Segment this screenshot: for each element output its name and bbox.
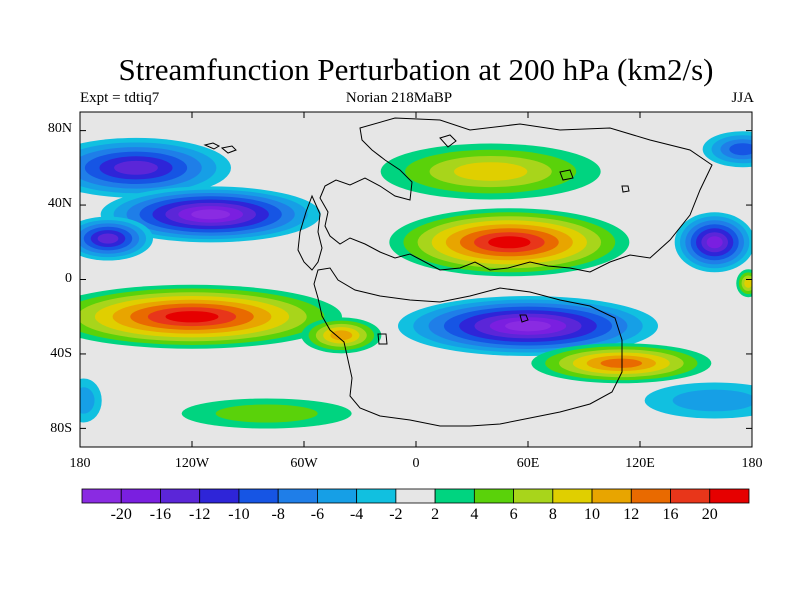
colorbar-box (670, 488, 711, 504)
season-label: JJA (731, 90, 754, 106)
contour-region (114, 160, 158, 175)
contour-region (600, 358, 643, 368)
colorbar-box (120, 488, 161, 504)
y-tick-80N: 80N (47, 121, 72, 136)
contour-region (454, 162, 528, 181)
y-tick-40S: 40S (50, 346, 72, 361)
contour-region (165, 311, 219, 323)
colorbar-label: -2 (389, 506, 403, 523)
colorbar-label: 10 (584, 506, 601, 523)
colorbar (81, 488, 750, 504)
contour-region (215, 404, 318, 423)
coastlines (203, 117, 713, 427)
colorbar-box (395, 488, 436, 504)
colorbar-box (473, 488, 514, 504)
colorbar-box (356, 488, 397, 504)
contour-region (191, 209, 231, 220)
plot-title: Streamfunction Perturbation at 200 hPa (… (118, 52, 714, 87)
x-tick-120e: 120E (625, 456, 655, 471)
island-1 (203, 142, 221, 150)
contour-region (330, 330, 353, 341)
colorbar-box (317, 488, 358, 504)
colorbar-label: -20 (110, 506, 132, 523)
contour-region (729, 143, 752, 156)
island-3 (439, 134, 457, 148)
contour-region (80, 387, 95, 414)
colorbar-label: -12 (189, 506, 211, 523)
colorbar-box (630, 488, 671, 504)
experiment-label: Expt = tdtiq7 (80, 90, 160, 106)
contour-region (97, 233, 119, 244)
colorbar-box (81, 488, 122, 504)
colorbar-label: -8 (271, 506, 285, 523)
colorbar-label: 12 (623, 506, 640, 523)
contour-region (706, 236, 723, 249)
colorbar-label: 2 (431, 506, 440, 523)
x-tick-120w: 120W (174, 456, 210, 471)
x-tick-180e: 180 (741, 456, 763, 471)
colorbar-box (434, 488, 475, 504)
y-tick-40N: 40N (47, 196, 72, 211)
x-tick-60e: 60E (516, 456, 540, 471)
island-4 (559, 169, 574, 181)
island-2 (220, 145, 237, 154)
gondwana-coastline (313, 267, 623, 427)
colorbar-box (552, 488, 593, 504)
colorbar-box (199, 488, 240, 504)
colorbar-label: 20 (701, 506, 718, 523)
contour-region (505, 320, 551, 332)
y-tick-0: 0 (65, 271, 72, 286)
x-tick-180w: 180 (69, 456, 91, 471)
period-label: Norian 218MaBP (345, 90, 453, 106)
colorbar-box (277, 488, 318, 504)
island-7 (377, 333, 388, 345)
colorbar-box (160, 488, 201, 504)
island-5 (621, 185, 630, 193)
contour-region (672, 389, 752, 412)
island-6 (519, 314, 529, 323)
colorbar-box (709, 488, 750, 504)
colorbar-label: 8 (548, 506, 557, 523)
colorbar-box (591, 488, 632, 504)
x-tick-60w: 60W (290, 456, 318, 471)
contour-field (80, 112, 752, 447)
colorbar-label: 6 (509, 506, 518, 523)
colorbar-label: 16 (662, 506, 679, 523)
x-tick-0: 0 (412, 456, 420, 471)
western-coast (297, 194, 323, 271)
contour-region (488, 236, 531, 249)
axis-ticks (79, 112, 753, 447)
colorbar-box (513, 488, 554, 504)
y-tick-80S: 80S (50, 421, 72, 436)
colorbar-box (238, 488, 279, 504)
contour-region (744, 278, 752, 288)
colorbar-label: 4 (470, 506, 479, 523)
colorbar-label: -4 (349, 506, 364, 523)
colorbar-label: -10 (228, 506, 250, 523)
colorbar-label: -6 (310, 506, 325, 523)
colorbar-label: -16 (149, 506, 172, 523)
pangea-coastline (319, 117, 713, 273)
